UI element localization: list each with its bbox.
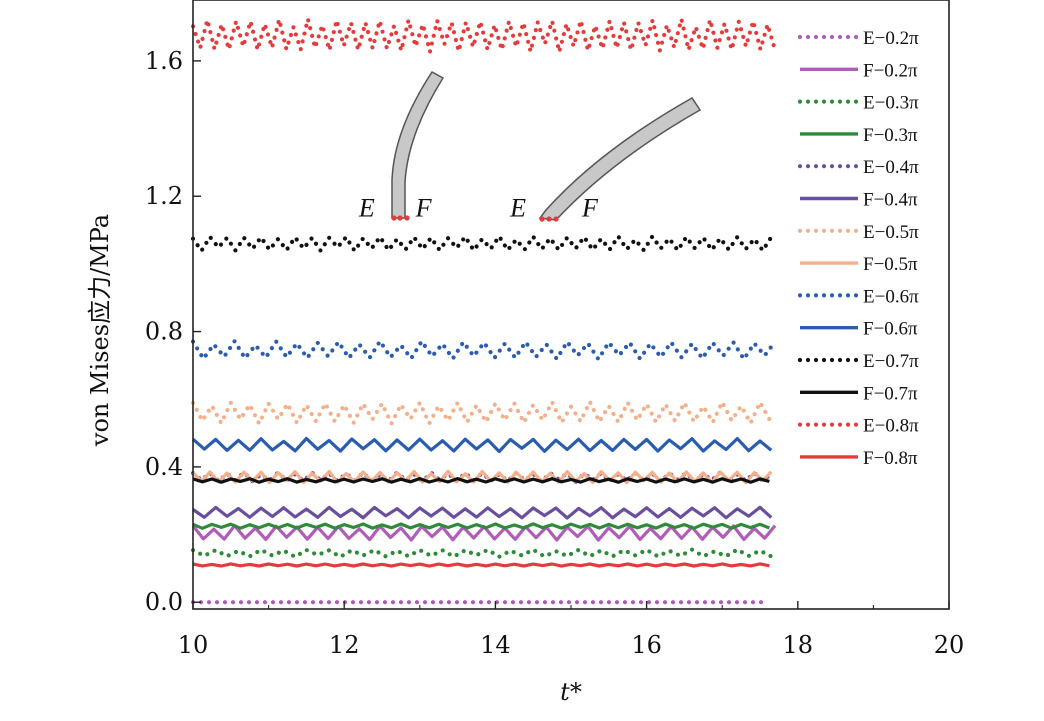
series-line xyxy=(190,399,772,426)
series-line xyxy=(190,234,774,253)
legend-item: F−0.8π xyxy=(800,448,918,469)
y-axis-label: von Mises应力/MPa xyxy=(86,214,114,447)
y-tick-label: 1.6 xyxy=(145,47,183,75)
y-tick-label: 0.8 xyxy=(145,318,183,346)
legend-label: F−0.7π xyxy=(863,383,918,404)
legend-label: F−0.8π xyxy=(863,448,918,469)
legend-label: F−0.2π xyxy=(863,60,918,81)
legend-item: F−0.4π xyxy=(800,190,918,211)
legend-label: E−0.3π xyxy=(863,93,919,114)
legend-label: E−0.2π xyxy=(863,28,919,49)
x-tick-label: 20 xyxy=(934,631,965,659)
series-line xyxy=(190,339,778,362)
y-tick-label: 1.2 xyxy=(145,182,183,210)
inset-beam-illustrations xyxy=(391,71,702,222)
y-tick-label: 0.0 xyxy=(145,588,183,616)
series-line xyxy=(192,522,770,530)
legend-item: E−0.8π xyxy=(797,416,919,437)
series-line xyxy=(191,469,773,485)
x-axis-ticks: 10 12 14 16 18 20 xyxy=(178,601,965,659)
legend-label: F−0.6π xyxy=(863,319,918,340)
series-10 xyxy=(190,234,774,253)
x-tick-label: 14 xyxy=(480,631,511,659)
series-line xyxy=(192,477,770,484)
legend-label: F−0.3π xyxy=(863,125,918,146)
legend-label: F−0.4π xyxy=(863,190,918,211)
x-axis-label: t* xyxy=(560,678,582,706)
series-9 xyxy=(191,436,773,454)
inset-beam-2 xyxy=(538,97,702,221)
inset-red-markers xyxy=(391,215,559,222)
series-6 xyxy=(190,399,772,426)
inset-beam-1 xyxy=(391,71,445,219)
legend-label: E−0.5π xyxy=(863,222,919,243)
x-tick-label: 16 xyxy=(631,631,662,659)
legend-item: E−0.3π xyxy=(797,93,919,114)
y-axis-ticks: 0.0 0.4 0.8 1.2 1.6 xyxy=(145,47,201,616)
series-layer xyxy=(190,17,778,605)
series-2 xyxy=(190,547,774,559)
series-line xyxy=(192,562,770,568)
legend-item: E−0.5π xyxy=(797,222,919,243)
legend-item: F−0.7π xyxy=(800,383,918,404)
legend-item: F−0.6π xyxy=(800,319,918,340)
legend: E−0.2π F−0.2π E−0.3π F−0.3π E−0.4π F−0.4π E−0.… xyxy=(797,28,919,469)
series-13 xyxy=(192,562,770,568)
series-line xyxy=(190,17,777,54)
inset-label: F xyxy=(581,194,599,223)
series-12 xyxy=(190,17,777,54)
legend-item: E−0.2π xyxy=(797,28,919,49)
series-8 xyxy=(190,339,778,362)
legend-item: F−0.3π xyxy=(800,125,918,146)
legend-item: E−0.6π xyxy=(797,286,919,307)
inset-label: E xyxy=(509,194,526,223)
x-tick-label: 18 xyxy=(783,631,814,659)
series-line xyxy=(192,505,773,520)
series-11 xyxy=(192,477,770,484)
inset-label: E xyxy=(358,194,375,223)
legend-label: E−0.7π xyxy=(863,351,919,372)
legend-item: E−0.7π xyxy=(797,351,919,372)
legend-item: F−0.5π xyxy=(800,254,918,275)
legend-label: E−0.6π xyxy=(863,286,919,307)
plot-frame xyxy=(192,0,950,610)
y-tick-label: 0.4 xyxy=(145,453,183,481)
legend-label: F−0.5π xyxy=(863,254,918,275)
series-line xyxy=(190,547,774,559)
inset-label: F xyxy=(415,194,433,223)
legend-item: F−0.2π xyxy=(800,60,918,81)
series-3 xyxy=(192,522,770,530)
legend-label: E−0.8π xyxy=(863,416,919,437)
series-7 xyxy=(191,469,773,485)
x-tick-label: 12 xyxy=(329,631,360,659)
series-line xyxy=(191,436,773,454)
x-tick-label: 10 xyxy=(178,631,209,659)
legend-item: E−0.4π xyxy=(797,157,919,178)
series-5 xyxy=(192,505,773,520)
legend-label: E−0.4π xyxy=(863,157,919,178)
